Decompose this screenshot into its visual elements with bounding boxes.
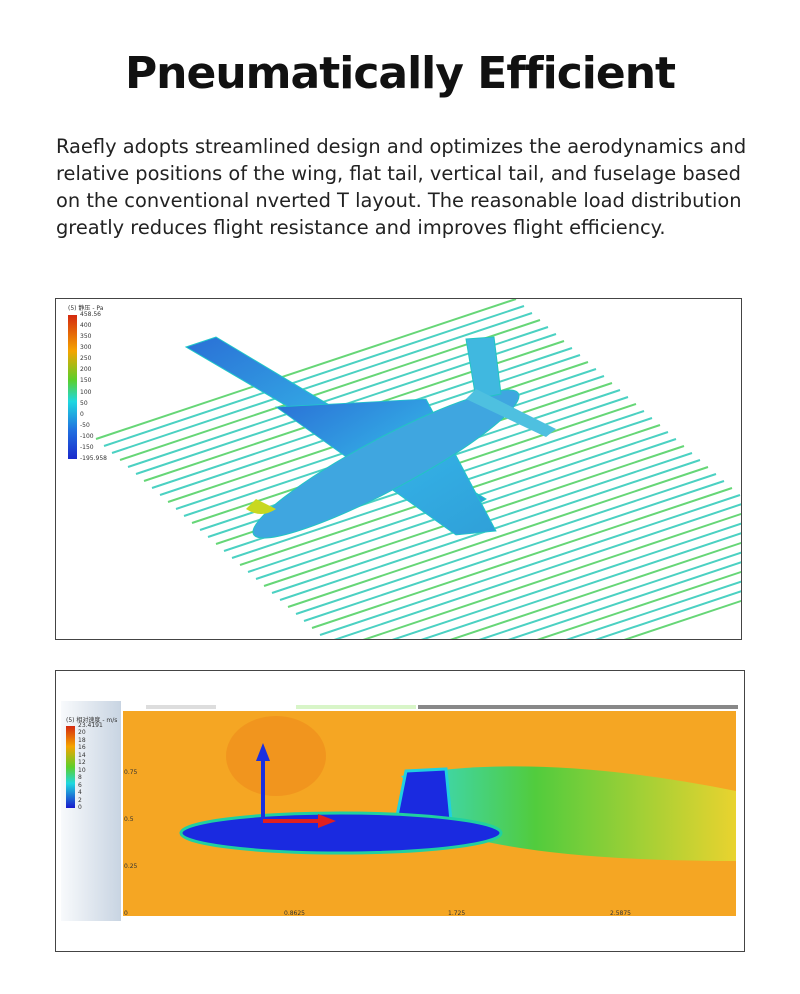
legend-tick: 0 [78,804,82,811]
streamline [449,541,741,639]
y-tick: 0.5 [124,816,134,823]
legend-tick: -195.958 [80,455,107,462]
y-tick: 0 [124,910,128,917]
legend-title: (5) 相对速度 - m/s [66,717,118,724]
streamline [111,312,533,454]
legend-tick: 50 [80,399,88,407]
streamline [287,466,709,608]
legend-tick: 200 [80,366,92,374]
x-tick: 0.8625 [284,910,305,917]
velocity-simulation-figure: (5) 相对速度 - m/s 23.4191 20 18 16 14 12 10 8 6 4 2 0 … [55,670,745,952]
legend-tick: 250 [80,355,92,363]
legend-tick: 350 [80,333,92,341]
streamline [311,487,733,629]
legend-tick: -50 [80,421,90,429]
airflow-streamlines-render [68,299,741,639]
legend-tick: 20 [78,729,86,737]
legend-tick: 0 [80,410,84,418]
legend-tick: 2 [78,796,82,804]
streamline [333,503,741,639]
legend-tick: 8 [78,774,82,782]
streamline [95,299,517,440]
streamline [623,599,741,639]
description: Raefly adopts streamlined design and opt… [56,135,747,239]
streamline [362,512,741,639]
legend-tick: 400 [80,322,92,330]
x-tick: 2.5875 [610,910,631,917]
streamline [319,494,741,636]
x-tick: 1.725 [448,910,466,917]
legend-tick: 10 [78,766,86,774]
legend-tick: 14 [78,751,86,759]
legend-tick: 18 [78,736,86,744]
legend-tick: 6 [78,781,82,789]
legend-tick: -150 [80,443,94,451]
streamline [507,561,741,639]
velocity-contour-render [61,701,738,921]
legend-tick: 300 [80,344,92,352]
legend-title: (5) 静压 - Pa [68,305,104,312]
streamline [295,473,717,615]
pressure-simulation-figure: (5) 静压 - Pa 458.56 400 350 300 250 200 150 100 5… [55,298,742,640]
legend-tick: 100 [80,388,92,396]
streamline [391,522,741,639]
legend-tick: 12 [78,759,86,767]
legend-tick: -100 [80,432,94,440]
streamline [594,590,741,639]
streamline [420,532,741,639]
streamline [103,305,525,447]
legend-tick: 23.4191 [78,722,103,729]
legend-tick: 150 [80,377,92,385]
y-tick: 0.75 [124,769,138,776]
streamline [565,580,741,639]
page-title: Pneumatically Efficient [124,48,676,99]
streamline [303,480,725,622]
legend-tick: 458.56 [80,311,101,318]
y-tick: 0.25 [124,863,138,870]
legend-tick: 4 [78,789,82,797]
streamline [536,570,741,639]
legend-tick: 16 [78,744,86,752]
streamline [478,551,741,639]
